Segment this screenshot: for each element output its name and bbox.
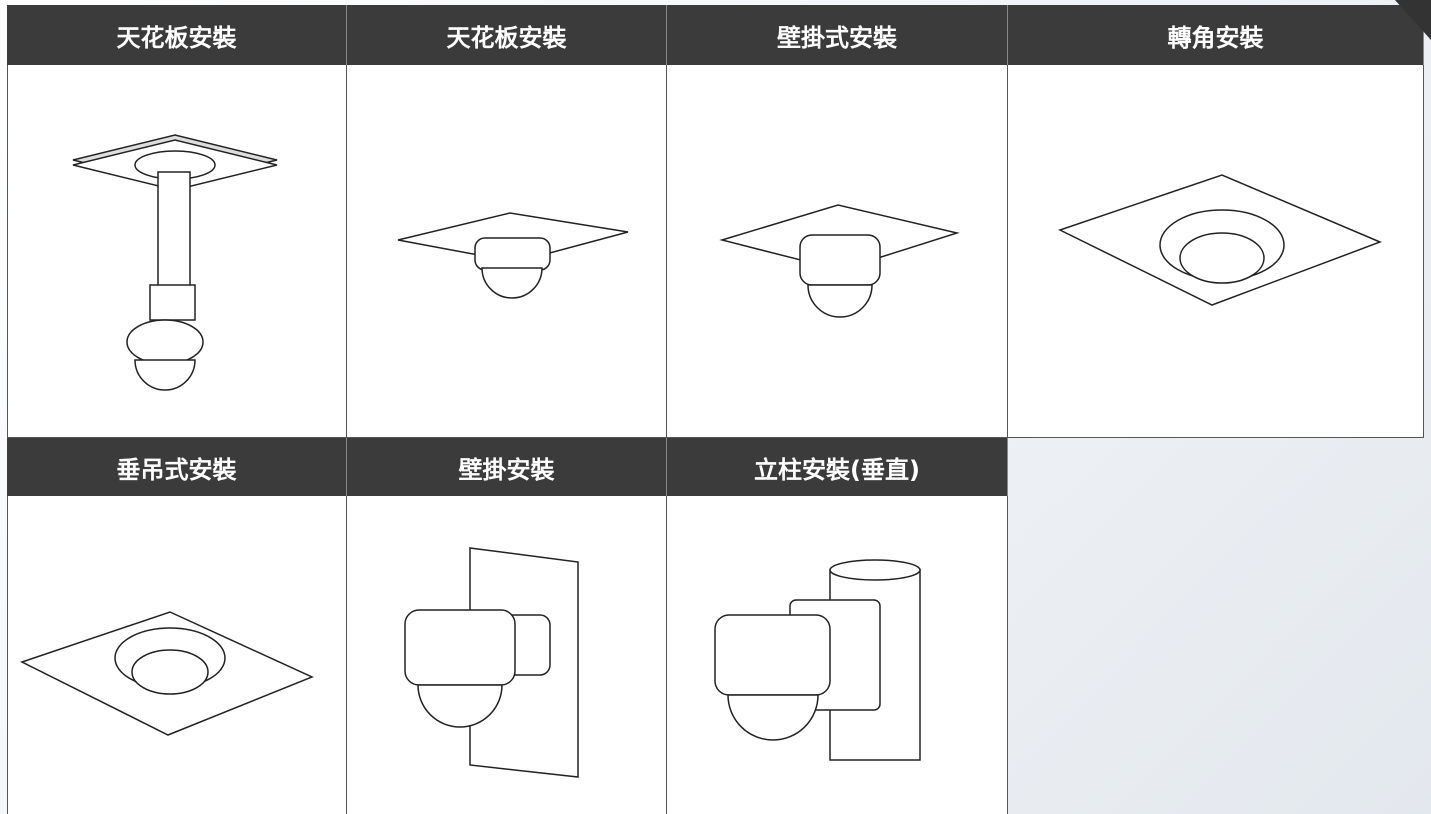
wall-mount (404, 547, 579, 778)
header: 立柱安裝(垂直) (667, 438, 1008, 496)
header: 垂吊式安裝 (7, 438, 347, 496)
pendant-mount (72, 134, 278, 391)
hanging-mount (20, 611, 314, 736)
ceiling-mount (397, 212, 629, 299)
corner (1395, 0, 1431, 40)
wall-ceiling-mount (719, 204, 960, 318)
header: 天花板安裝 (347, 5, 667, 65)
header: 壁掛安裝 (347, 438, 667, 496)
pole-mount (714, 559, 921, 761)
header: 轉角安裝 (1008, 5, 1424, 65)
corner-mount (1058, 174, 1383, 306)
header: 天花板安裝 (7, 5, 347, 65)
header: 壁掛式安裝 (667, 5, 1008, 65)
